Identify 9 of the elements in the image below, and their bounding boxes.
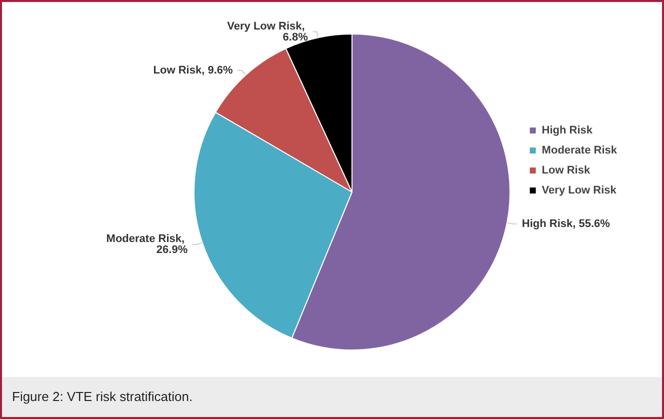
legend-label: Low Risk (542, 164, 591, 176)
data-label: Moderate Risk, 26.9% (106, 232, 188, 256)
legend-label: High Risk (542, 124, 594, 136)
legend-label: Moderate Risk (542, 144, 618, 156)
legend-label: Very Low Risk (542, 184, 618, 196)
data-label: Very Low Risk, 6.8% (227, 20, 308, 44)
caption: Figure 2: VTE risk stratification. (12, 389, 193, 404)
data-label: Low Risk, 9.6% (153, 64, 233, 77)
data-label: High Risk, 55.6% (522, 218, 610, 230)
